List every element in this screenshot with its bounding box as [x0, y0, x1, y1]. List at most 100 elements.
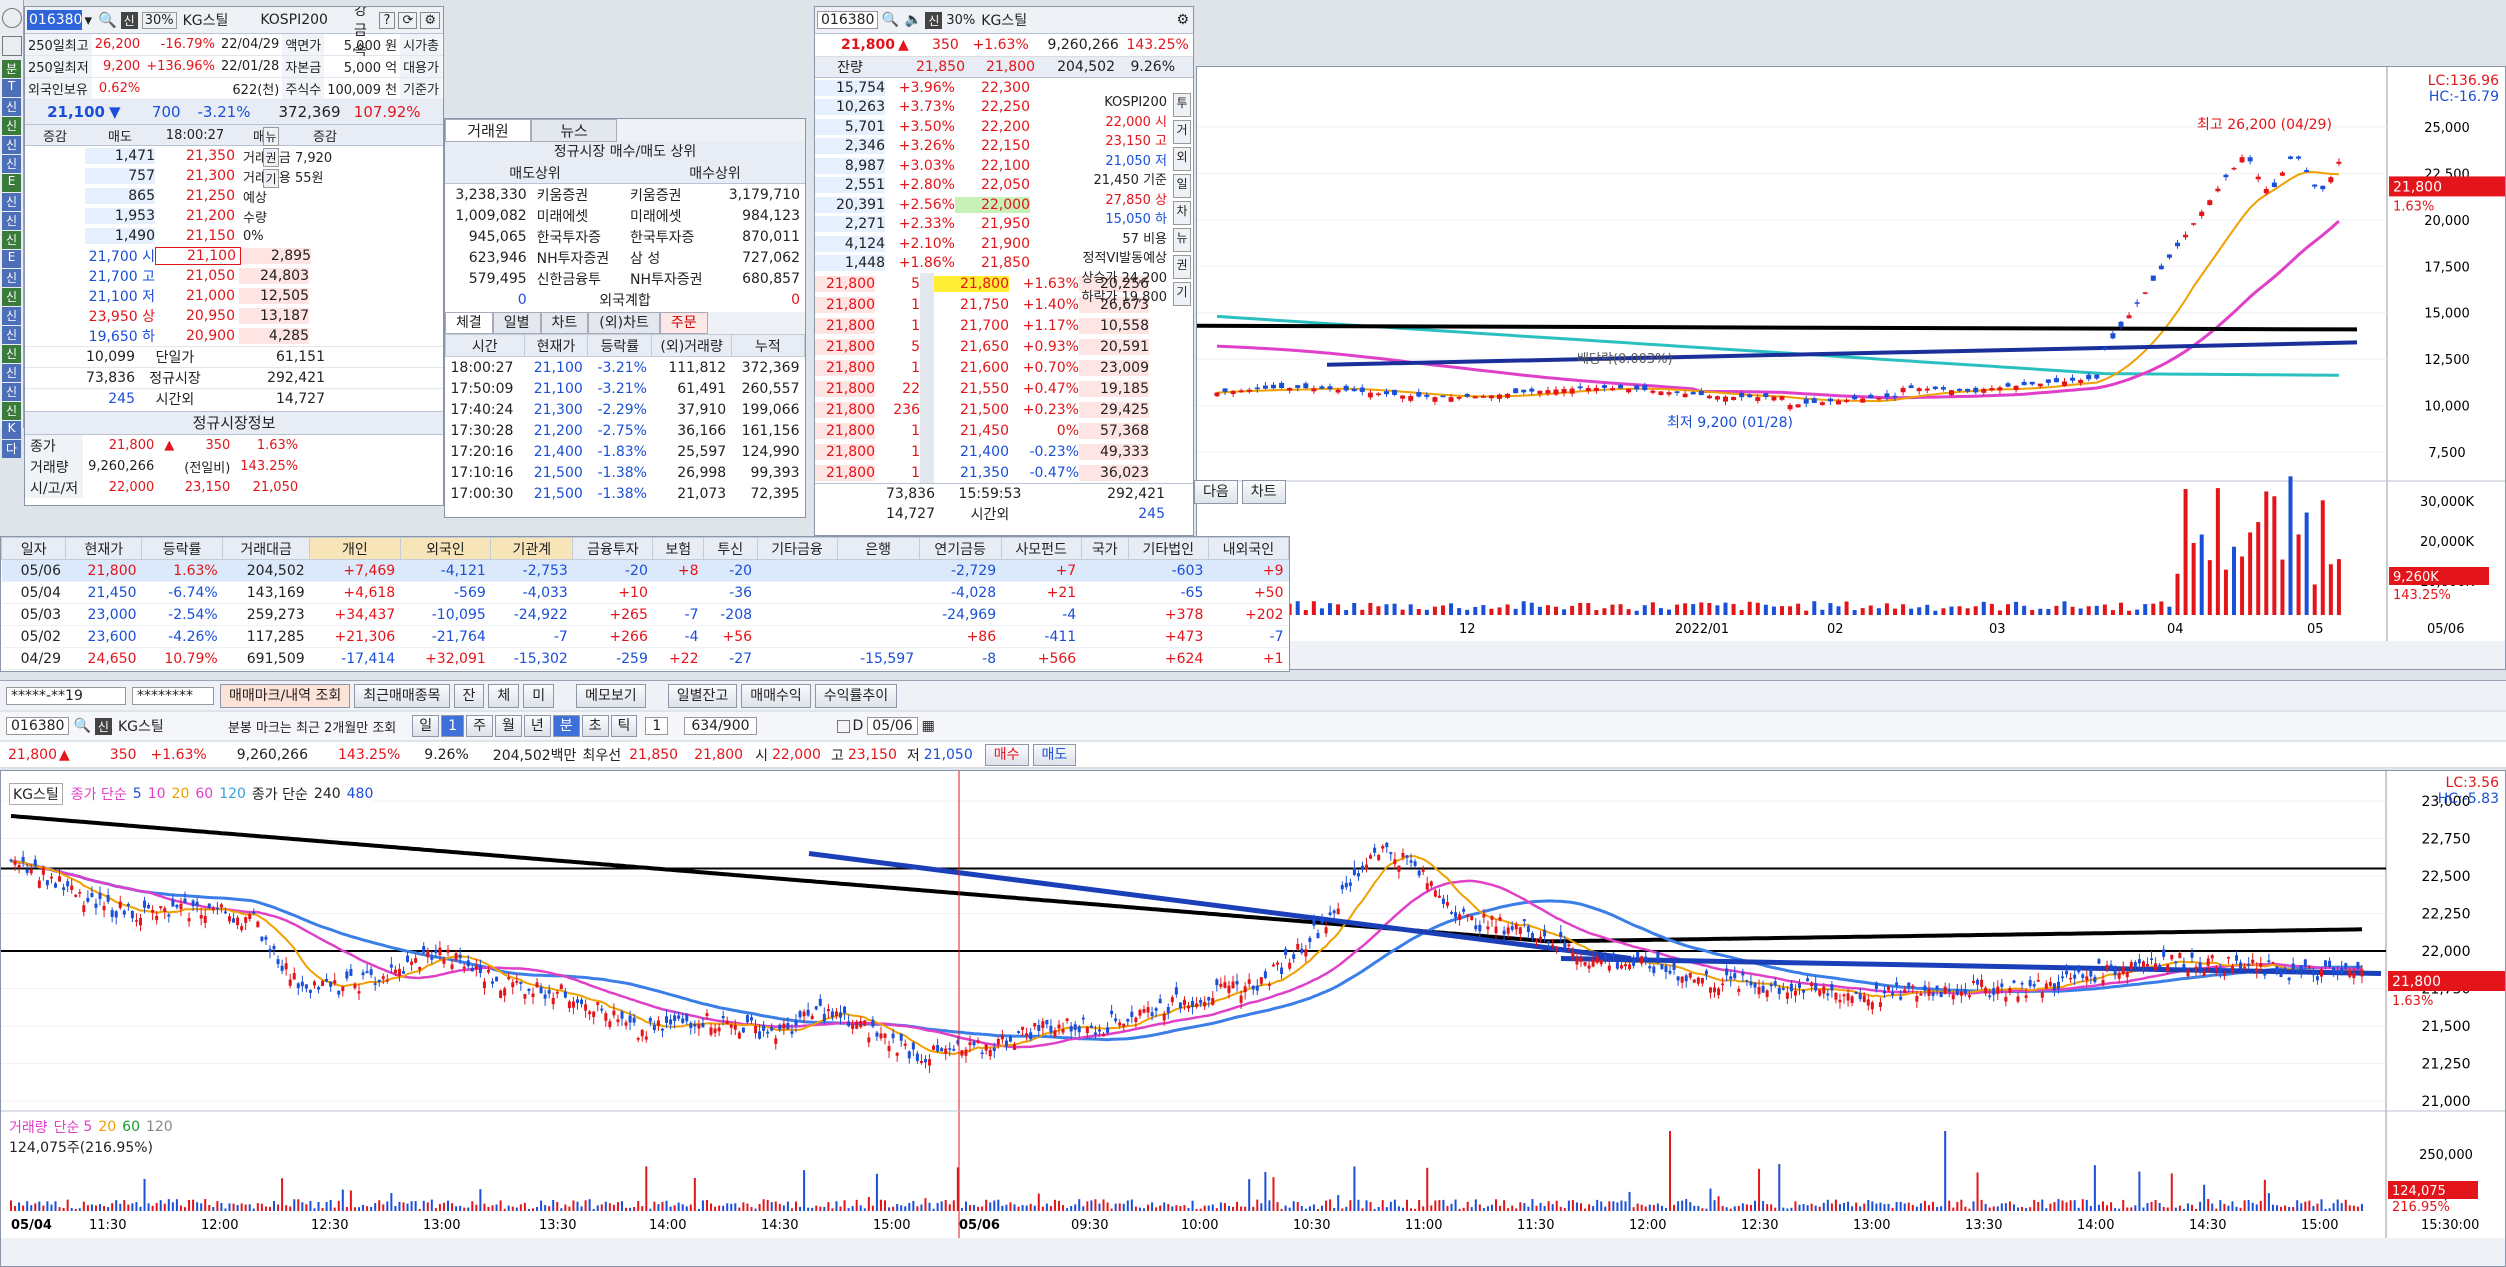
hoga-scroll[interactable]	[920, 399, 934, 420]
period-button[interactable]: 분	[552, 715, 580, 737]
bid-price[interactable]: 21,100	[155, 247, 241, 265]
left-tool-item[interactable]: 신	[2, 117, 21, 135]
hoga-bid-price[interactable]: 21,450	[960, 422, 1009, 439]
hoga-bid-price[interactable]: 21,400	[960, 443, 1009, 460]
hoga-side-tab[interactable]: 차	[1173, 201, 1191, 225]
buy-broker[interactable]: NH투자증권	[629, 271, 703, 288]
left-tool-item[interactable]: 신	[2, 364, 21, 382]
left-tool-item[interactable]: K	[2, 421, 21, 439]
hoga-side-tab[interactable]: 외	[1173, 147, 1191, 171]
chart-toolbar-button[interactable]: 최근매매종목	[354, 683, 450, 708]
ask-price[interactable]: 21,200	[186, 208, 235, 224]
sell-broker[interactable]: 신한금융투	[536, 271, 602, 288]
hoga-bid-price[interactable]: 21,600	[960, 359, 1009, 376]
tab-news[interactable]: 뉴스	[531, 119, 617, 142]
hoga-side-tab[interactable]: 뉴	[1173, 228, 1191, 252]
hoga-side-tab[interactable]: 거	[1173, 120, 1191, 144]
dropdown-icon[interactable]: ▾	[84, 11, 92, 29]
hoga-ask-price[interactable]: 21,850	[981, 255, 1030, 272]
hoga-bid-price[interactable]: 21,800	[934, 275, 1009, 292]
calendar-icon[interactable]: ▦	[921, 718, 935, 734]
chart-code-input[interactable]: 016380	[6, 717, 70, 735]
left-tool-item[interactable]: E	[2, 174, 21, 192]
hoga-ask-price[interactable]: 22,200	[981, 118, 1030, 135]
bid-price[interactable]: 21,050	[186, 268, 235, 284]
left-tool-item[interactable]: 신	[2, 345, 21, 363]
period-button[interactable]: 일	[412, 715, 440, 737]
left-tool-item[interactable]: 다	[2, 440, 21, 458]
ask-price[interactable]: 21,250	[186, 188, 235, 204]
investor-col-header[interactable]: 일자	[1, 537, 67, 560]
hoga-scroll[interactable]	[920, 294, 934, 315]
search-icon[interactable]: 🔍	[97, 11, 117, 29]
investor-col-header[interactable]: 투신	[703, 537, 758, 560]
buy-broker[interactable]: 한국투자증	[629, 229, 695, 246]
hoga-scroll[interactable]	[920, 462, 934, 483]
investor-col-header[interactable]: 외국인	[399, 537, 492, 560]
investor-col-header[interactable]: 개인	[309, 537, 401, 560]
bid-price[interactable]: 20,900	[186, 328, 235, 344]
sell-broker[interactable]: 미래에셋	[536, 208, 589, 225]
gear-icon[interactable]	[2, 36, 22, 56]
broker-subtab[interactable]: 일별	[492, 312, 541, 334]
investor-col-header[interactable]: 등락률	[141, 537, 224, 560]
investor-col-header[interactable]: 기타법인	[1127, 537, 1209, 560]
sell-button[interactable]: 매도	[1032, 743, 1077, 766]
hoga-scroll[interactable]	[920, 420, 934, 441]
ask-price[interactable]: 21,300	[186, 168, 235, 184]
left-tool-item[interactable]: 신	[2, 326, 21, 344]
hoga-bid-price[interactable]: 21,550	[960, 380, 1009, 397]
left-tool-item[interactable]: 신	[2, 402, 21, 420]
hoga-bid-price[interactable]: 21,750	[960, 296, 1009, 313]
settings-icon[interactable]: ⚙	[420, 11, 440, 29]
left-tool-item[interactable]: 신	[2, 383, 21, 401]
investor-col-header[interactable]: 국가	[1080, 537, 1129, 560]
chart-toolbar-button[interactable]: 매매수익	[741, 683, 811, 708]
investor-col-header[interactable]: 보험	[652, 537, 705, 560]
investor-col-header[interactable]: 사모펀드	[1000, 537, 1082, 560]
hoga-ask-price[interactable]: 21,900	[981, 235, 1030, 252]
investor-col-header[interactable]: 은행	[836, 537, 920, 560]
hoga-scroll[interactable]	[920, 315, 934, 336]
hoga-ask-price[interactable]: 22,000	[955, 196, 1030, 213]
hoga-scroll[interactable]	[920, 378, 934, 399]
hoga-ask-price[interactable]: 22,250	[981, 99, 1030, 116]
sell-broker[interactable]: 한국투자증	[536, 229, 602, 246]
hoga-code-input[interactable]: 016380	[817, 11, 879, 29]
quote-side-tab[interactable]: 기	[263, 169, 279, 188]
hoga-scroll[interactable]	[920, 273, 934, 294]
left-tool-item[interactable]: T	[2, 79, 21, 97]
date-input[interactable]: 05/06	[867, 717, 918, 735]
bid-price[interactable]: 20,950	[186, 308, 235, 324]
investor-col-header[interactable]: 기관계	[490, 537, 574, 560]
left-tool-item[interactable]: 신	[2, 307, 21, 325]
date-checkbox[interactable]	[836, 719, 850, 733]
hoga-ask-price[interactable]: 22,050	[981, 177, 1030, 194]
left-tool-item[interactable]: 분	[2, 60, 21, 78]
broker-subtab[interactable]: 체결	[445, 312, 493, 334]
buy-button[interactable]: 매수	[984, 743, 1029, 766]
hoga-ask-price[interactable]: 22,100	[981, 157, 1030, 174]
hoga-ask-price[interactable]: 22,150	[981, 138, 1030, 155]
hoga-bid-price[interactable]: 21,500	[960, 401, 1009, 418]
hoga-scroll[interactable]	[920, 336, 934, 357]
period-button[interactable]: 월	[494, 715, 522, 737]
chart-toolbar-button[interactable]: 미	[523, 683, 555, 708]
hoga-settings-icon[interactable]: ⚙	[1176, 12, 1189, 28]
broker-subtab[interactable]: 차트	[540, 312, 589, 334]
password-field[interactable]: ********	[132, 686, 214, 705]
quote-side-tab[interactable]: 뉴	[263, 127, 279, 146]
investor-col-header[interactable]: 현재가	[65, 537, 143, 560]
hoga-bid-price[interactable]: 21,700	[960, 317, 1009, 334]
broker-subtab[interactable]: 주문	[659, 312, 708, 334]
buy-broker[interactable]: 키움증권	[629, 187, 682, 204]
left-tool-item[interactable]: 신	[2, 193, 21, 211]
sync-icon[interactable]: ⟳	[398, 11, 418, 29]
stock-code-input[interactable]: 016380	[27, 10, 83, 30]
hoga-ask-price[interactable]: 21,950	[981, 216, 1030, 233]
hoga-bid-price[interactable]: 21,650	[960, 338, 1009, 355]
left-tool-item[interactable]: 신	[2, 136, 21, 154]
investor-col-header[interactable]: 내외국인	[1207, 537, 1289, 560]
hoga-side-tab[interactable]: 권	[1173, 255, 1191, 279]
hoga-scroll[interactable]	[920, 357, 934, 378]
